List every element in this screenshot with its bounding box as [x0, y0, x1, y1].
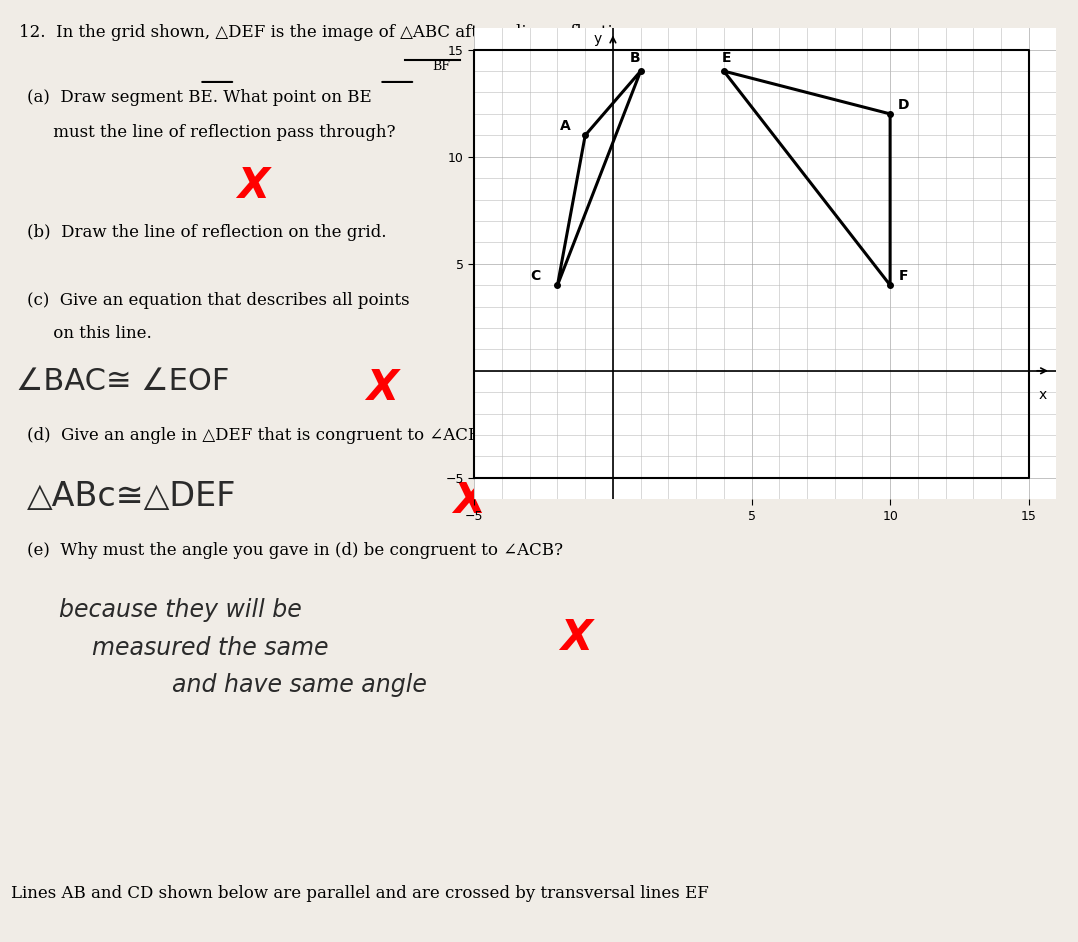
Text: (a)  Draw segment BE. What point on BE: (a) Draw segment BE. What point on BE	[27, 89, 372, 106]
Text: F: F	[899, 269, 909, 283]
Text: X: X	[561, 617, 593, 659]
Text: △ABc≅△DEF: △ABc≅△DEF	[27, 480, 236, 513]
Text: y: y	[594, 32, 602, 46]
Text: C: C	[530, 269, 540, 283]
Text: 12.  In the grid shown, △DEF is the image of △ABC after a line reflection.: 12. In the grid shown, △DEF is the image…	[19, 24, 639, 41]
Text: BF: BF	[432, 60, 451, 73]
Text: D: D	[898, 98, 910, 112]
Text: X: X	[237, 165, 270, 207]
Text: measured the same: measured the same	[92, 636, 328, 659]
Text: (d)  Give an angle in △DEF that is congruent to ∠ACB.: (d) Give an angle in △DEF that is congru…	[27, 427, 485, 444]
Text: ∠BAC≅ ∠EOF: ∠BAC≅ ∠EOF	[16, 367, 230, 397]
Text: Lines AB and CD shown below are parallel and are crossed by transversal lines EF: Lines AB and CD shown below are parallel…	[11, 885, 708, 902]
Text: on this line.: on this line.	[27, 325, 152, 342]
Text: must the line of reflection pass through?: must the line of reflection pass through…	[27, 124, 396, 141]
Text: (c)  Give an equation that describes all points: (c) Give an equation that describes all …	[27, 292, 410, 309]
Text: and have same angle: and have same angle	[172, 673, 427, 696]
Text: because they will be: because they will be	[59, 598, 302, 622]
Text: X: X	[453, 480, 485, 523]
Text: E: E	[722, 51, 731, 65]
Text: X: X	[367, 367, 399, 410]
Text: (e)  Why must the angle you gave in (d) be congruent to ∠ACB?: (e) Why must the angle you gave in (d) b…	[27, 542, 563, 559]
Text: x: x	[1038, 388, 1047, 402]
Text: B: B	[630, 51, 640, 65]
Text: (b)  Draw the line of reflection on the grid.: (b) Draw the line of reflection on the g…	[27, 224, 386, 241]
Text: A: A	[561, 120, 571, 133]
